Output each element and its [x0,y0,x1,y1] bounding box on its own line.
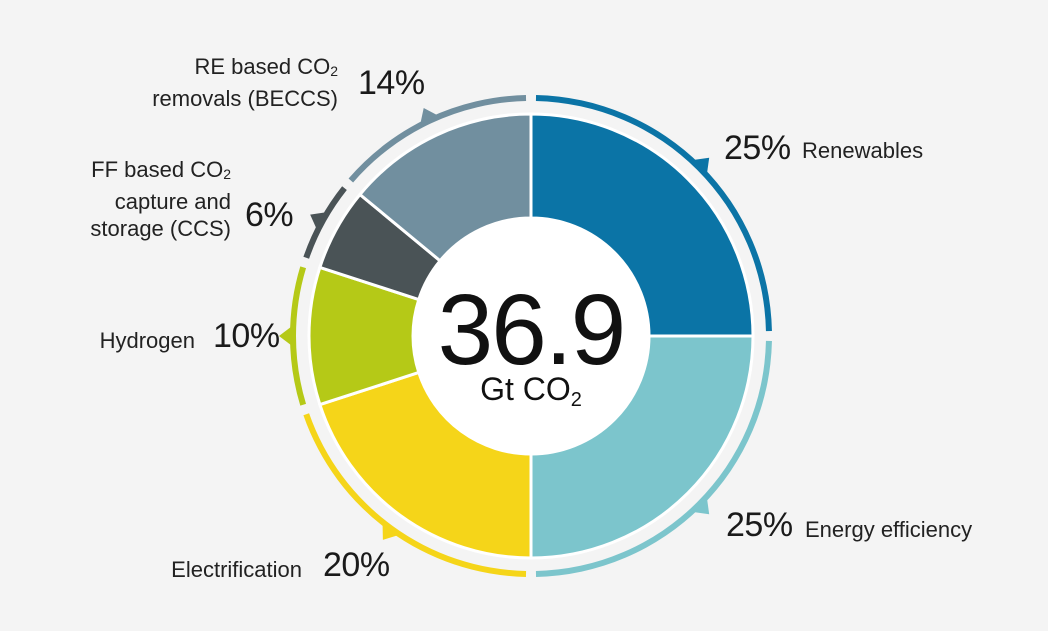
ring-ccs [303,186,347,259]
slice-value-renewables: 25% [724,129,791,167]
ring-pointer-energy-efficiency [694,499,710,515]
slice-label-hydrogen: Hydrogen [99,328,195,353]
donut-hole [413,218,649,454]
slice-value-energy-efficiency: 25% [726,506,793,544]
ring-pointer-hydrogen [279,326,292,346]
slice-value-ccs: 6% [245,196,294,234]
slice-value-beccs: 14% [358,64,425,102]
slice-label-ccs: FF based CO2 capture and storage (CCS) [90,157,231,241]
slice-label-beccs: RE based CO2 removals (BECCS) [152,54,338,111]
donut-slices [307,112,755,560]
ring-hydrogen [290,266,307,406]
ring-pointer-ccs [310,212,326,229]
ring-pointer-beccs [420,107,438,123]
slice-label-renewables: Renewables [802,138,924,163]
slice-label-energy-efficiency: Energy efficiency [805,517,973,542]
center-value: 36.9 [438,274,625,386]
slice-value-hydrogen: 10% [213,317,280,355]
outer-rings [279,95,772,577]
ring-pointer-electrification [382,524,398,540]
slice-label-electrification: Electrification [171,557,302,582]
ring-pointer-renewables [694,157,710,173]
center-unit: Gt CO2 [480,371,582,411]
slice-value-electrification: 20% [323,546,390,584]
ring-electrification [303,413,527,577]
